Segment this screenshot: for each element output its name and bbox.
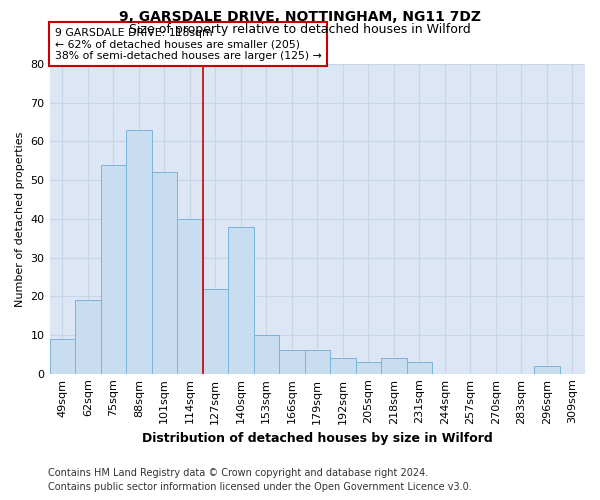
Bar bbox=[356, 362, 381, 374]
Text: Size of property relative to detached houses in Wilford: Size of property relative to detached ho… bbox=[129, 22, 471, 36]
Text: 9 GARSDALE DRIVE: 118sqm
← 62% of detached houses are smaller (205)
38% of semi-: 9 GARSDALE DRIVE: 118sqm ← 62% of detach… bbox=[55, 28, 322, 61]
Bar bbox=[407, 362, 432, 374]
Text: 9, GARSDALE DRIVE, NOTTINGHAM, NG11 7DZ: 9, GARSDALE DRIVE, NOTTINGHAM, NG11 7DZ bbox=[119, 10, 481, 24]
Bar bbox=[228, 226, 254, 374]
Bar bbox=[534, 366, 560, 374]
X-axis label: Distribution of detached houses by size in Wilford: Distribution of detached houses by size … bbox=[142, 432, 493, 445]
Bar bbox=[381, 358, 407, 374]
Bar bbox=[152, 172, 177, 374]
Bar bbox=[177, 219, 203, 374]
Bar bbox=[305, 350, 330, 374]
Bar bbox=[50, 339, 75, 374]
Bar bbox=[330, 358, 356, 374]
Bar bbox=[101, 164, 126, 374]
Text: Contains public sector information licensed under the Open Government Licence v3: Contains public sector information licen… bbox=[48, 482, 472, 492]
Y-axis label: Number of detached properties: Number of detached properties bbox=[15, 131, 25, 306]
Bar bbox=[254, 335, 279, 374]
Bar bbox=[75, 300, 101, 374]
Bar bbox=[126, 130, 152, 374]
Text: Contains HM Land Registry data © Crown copyright and database right 2024.: Contains HM Land Registry data © Crown c… bbox=[48, 468, 428, 477]
Bar bbox=[279, 350, 305, 374]
Bar bbox=[203, 288, 228, 374]
